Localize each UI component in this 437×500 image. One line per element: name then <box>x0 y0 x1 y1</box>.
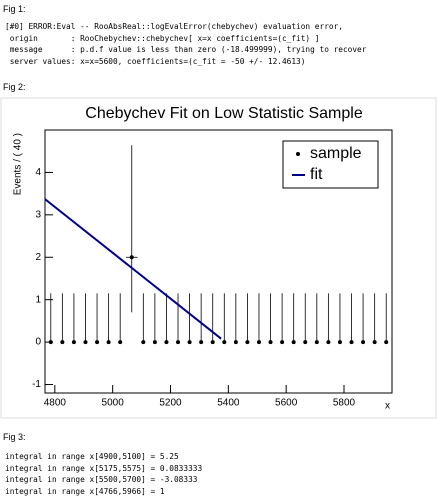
data-point <box>83 340 88 345</box>
fig-label: Fig 3: <box>3 432 26 442</box>
fig-label: Fig 2: <box>3 82 26 92</box>
data-point <box>141 340 146 345</box>
data-point <box>256 340 261 345</box>
data-point <box>129 255 134 260</box>
data-point <box>210 340 215 345</box>
x-tick-label: 5800 <box>333 398 356 409</box>
text-line: server values: x=x=5600, coefficients=(c… <box>5 56 306 66</box>
data-point <box>222 340 227 345</box>
data-point <box>152 340 157 345</box>
x-axis-label: x <box>385 401 390 412</box>
chart-title: Chebychev Fit on Low Statistic Sample <box>85 105 363 122</box>
data-point <box>372 340 377 345</box>
x-tick-label: 4800 <box>44 398 67 409</box>
legend-label: sample <box>310 145 362 162</box>
legend-marker <box>296 152 300 156</box>
data-point <box>106 340 111 345</box>
data-point <box>384 340 389 345</box>
text-line: integral in range x[5500,5700] = -3.0833… <box>5 475 198 484</box>
data-point <box>337 340 342 345</box>
legend <box>282 140 379 189</box>
log-output: [#0] ERROR:Eval -- RooAbsReal::logEvalEr… <box>5 21 366 67</box>
data-point <box>314 340 319 345</box>
data-point <box>187 340 192 345</box>
y-axis-label: Events / ( 40 ) <box>13 133 24 195</box>
data-point <box>176 340 181 345</box>
y-tick-label: 4 <box>35 167 41 178</box>
y-tick-label: 3 <box>35 209 41 220</box>
y-tick-label: 0 <box>35 337 41 348</box>
data-point <box>268 340 273 345</box>
data-point <box>245 340 250 345</box>
data-point <box>361 340 366 345</box>
y-tick-label: -1 <box>32 379 41 390</box>
x-tick-label: 5200 <box>159 398 182 409</box>
data-point <box>349 340 354 345</box>
legend-label: fit <box>310 166 323 183</box>
fig-label: Fig 1: <box>3 4 26 14</box>
data-point <box>303 340 308 345</box>
data-point <box>71 340 76 345</box>
data-point <box>291 340 296 345</box>
y-tick-label: 2 <box>35 252 41 263</box>
text-line: origin : RooChebychev::chebychev[ x=x co… <box>5 33 320 43</box>
data-point <box>95 340 100 345</box>
data-point <box>48 340 53 345</box>
x-tick-label: 5400 <box>217 398 240 409</box>
data-point <box>164 340 169 345</box>
text-line: integral in range x[4900,5100] = 5.25 <box>5 452 179 461</box>
x-tick-label: 5600 <box>275 398 298 409</box>
text-line: [#0] ERROR:Eval -- RooAbsReal::logEvalEr… <box>5 22 343 31</box>
data-point <box>326 340 331 345</box>
data-point <box>60 340 65 345</box>
chart: Chebychev Fit on Low Statistic Sample x … <box>0 97 437 419</box>
data-point <box>118 340 123 345</box>
y-tick-label: 1 <box>35 294 41 305</box>
text-line: integral in range x[4766,5966] = 1 <box>5 486 165 496</box>
integral-output: integral in range x[4900,5100] = 5.25 int… <box>5 451 202 497</box>
fit-line <box>44 198 222 340</box>
frame <box>44 129 393 394</box>
text-line: integral in range x[5175,5575] = 0.08333… <box>5 463 203 473</box>
x-tick-label: 5000 <box>102 398 125 409</box>
data-point <box>233 340 238 345</box>
text-line: message : p.d.f value is less than zero … <box>5 45 367 54</box>
data-point <box>199 340 204 345</box>
data-point <box>280 340 285 345</box>
